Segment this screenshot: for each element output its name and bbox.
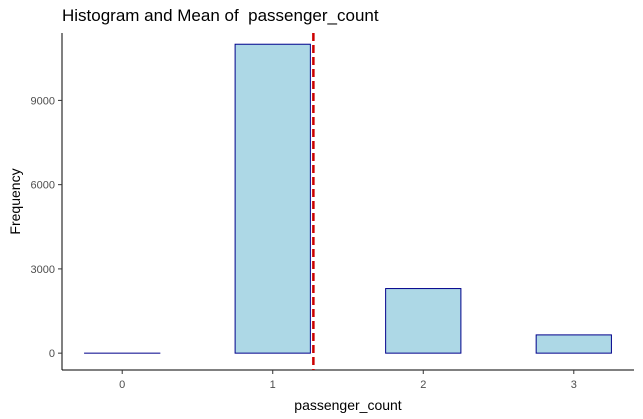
x-tick-label-0: 0 [119,379,125,391]
histogram-bar-3 [535,334,612,354]
y-tick-label-6000: 6000 [31,180,55,192]
x-axis-title: passenger_count [294,397,402,413]
x-tick-label-3: 3 [571,379,577,391]
y-axis-title: Frequency [7,168,23,234]
y-tick-label-9000: 9000 [31,95,55,107]
histogram-bar-2 [385,288,462,354]
axes-layer [61,33,634,371]
x-tick-label-1: 1 [270,379,276,391]
x-tick-label-2: 2 [420,379,426,391]
bars-layer [84,43,612,354]
y-tick-label-3000: 3000 [31,264,55,276]
ticks-layer: 0 1 2 3 0 3000 6000 9000 [31,95,577,391]
chart-title: Histogram and Mean of passenger_count [62,6,379,25]
y-tick-label-0: 0 [49,348,55,360]
histogram-bar-1 [234,43,311,354]
